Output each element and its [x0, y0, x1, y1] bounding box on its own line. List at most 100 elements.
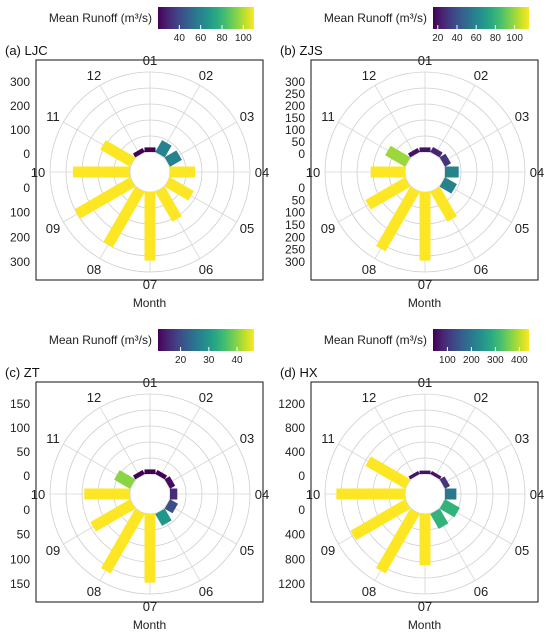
month-label: 07: [143, 599, 157, 614]
grid-spoke: [434, 407, 476, 477]
month-label: 05: [240, 221, 254, 236]
grid-spoke: [159, 407, 201, 477]
panel-label: (d) HX: [280, 365, 318, 380]
month-label: 09: [321, 221, 335, 236]
grid-spoke: [434, 85, 476, 155]
bar-month-10: [336, 488, 405, 500]
month-label: 08: [362, 584, 376, 599]
axis-label-month: Month: [133, 296, 166, 310]
month-label: 06: [199, 584, 213, 599]
radial-tick-label: 200: [285, 99, 305, 113]
bar-month-09: [365, 177, 411, 210]
radial-tick-label: 300: [285, 255, 305, 269]
radial-tick-label: 100: [10, 552, 30, 566]
colorbar-tick-label: 20: [432, 33, 444, 44]
month-label: 10: [306, 165, 320, 180]
month-label: 08: [362, 262, 376, 277]
bar-month-05: [164, 177, 194, 201]
bar-month-05: [439, 177, 457, 194]
month-label: 09: [46, 221, 60, 236]
month-label: 10: [31, 165, 45, 180]
radial-tick-label: 0: [23, 147, 30, 161]
month-label: 03: [515, 109, 529, 124]
month-label: 09: [321, 543, 335, 558]
grid-spoke: [374, 85, 416, 155]
month-label: 06: [474, 262, 488, 277]
colorbar-tick-label: 30: [203, 355, 215, 366]
radial-tick-label: 100: [285, 123, 305, 137]
axis-label-month: Month: [408, 296, 441, 310]
month-label: 02: [199, 390, 213, 405]
bar-month-03: [439, 153, 451, 167]
colorbar-tick-label: 20: [175, 355, 187, 366]
bar-month-01: [419, 470, 431, 474]
bar-month-02: [155, 470, 167, 480]
month-label: 12: [362, 68, 376, 83]
month-label: 10: [31, 487, 45, 502]
month-label: 11: [321, 109, 335, 124]
radial-tick-label: 250: [285, 243, 305, 257]
bar-month-10: [370, 166, 405, 178]
bar-month-12: [133, 470, 145, 480]
radial-tick-label: 1200: [278, 577, 305, 591]
radial-tick-label: 0: [23, 181, 30, 195]
radial-tick-label: 50: [292, 193, 306, 207]
month-label: 12: [87, 390, 101, 405]
radial-tick-label: 0: [298, 469, 305, 483]
radial-tick-label: 200: [10, 230, 30, 244]
radial-tick-label: 800: [285, 421, 305, 435]
radial-tick-label: 300: [285, 75, 305, 89]
radial-tick-label: 150: [285, 218, 305, 232]
radial-tick-label: 100: [10, 123, 30, 137]
month-label: 05: [515, 221, 529, 236]
radial-tick-label: 50: [292, 135, 306, 149]
bar-month-09: [350, 499, 411, 541]
colorbar-title: Mean Runoff (m³/s): [49, 333, 152, 347]
colorbar-tick-label: 80: [490, 33, 502, 44]
bar-month-11: [365, 456, 411, 489]
month-label: 01: [143, 375, 157, 390]
month-label: 04: [255, 165, 269, 180]
bar-month-02: [430, 471, 442, 480]
colorbar-tick-label: 400: [511, 355, 528, 366]
bar-month-11: [385, 145, 411, 167]
colorbar-tick-label: 100: [506, 33, 523, 44]
grid-spoke: [99, 407, 141, 477]
panel-1: Mean Runoff (m³/s)40 60 80 100(a) LJC010203…: [5, 7, 269, 310]
colorbar: [158, 329, 254, 351]
panel-label: (b) ZJS: [280, 43, 323, 58]
colorbar-tick-label: 80: [216, 33, 228, 44]
bar-month-02: [430, 147, 443, 158]
month-label: 05: [240, 543, 254, 558]
colorbar-tick-label: 100: [235, 33, 252, 44]
bar-month-07: [419, 514, 431, 566]
month-label: 07: [418, 277, 432, 292]
month-label: 08: [87, 584, 101, 599]
bar-month-01: [144, 147, 156, 152]
radial-tick-label: 50: [17, 445, 31, 459]
bar-month-12: [408, 148, 420, 158]
bar-month-12: [408, 471, 420, 480]
bar-month-01: [419, 147, 431, 152]
month-label: 06: [199, 262, 213, 277]
grid-spoke: [442, 443, 512, 485]
bar-month-06: [155, 508, 172, 526]
radial-tick-label: 100: [10, 206, 30, 220]
bar-month-09: [90, 499, 136, 532]
bar-month-04: [170, 488, 178, 500]
month-label: 01: [418, 375, 432, 390]
panel-label: (a) LJC: [5, 43, 48, 58]
colorbar-title: Mean Runoff (m³/s): [324, 333, 427, 347]
radial-tick-label: 150: [285, 111, 305, 125]
radial-tick-label: 0: [23, 469, 30, 483]
grid-spoke: [99, 85, 141, 155]
radial-tick-label: 0: [23, 503, 30, 517]
radial-tick-label: 200: [285, 230, 305, 244]
panel-label: (c) ZT: [5, 365, 40, 380]
bar-month-10: [84, 488, 130, 500]
radial-tick-label: 100: [285, 206, 305, 220]
grid-spoke: [442, 121, 512, 163]
colorbar-tick-label: 200: [463, 355, 480, 366]
bar-month-01: [144, 469, 156, 474]
